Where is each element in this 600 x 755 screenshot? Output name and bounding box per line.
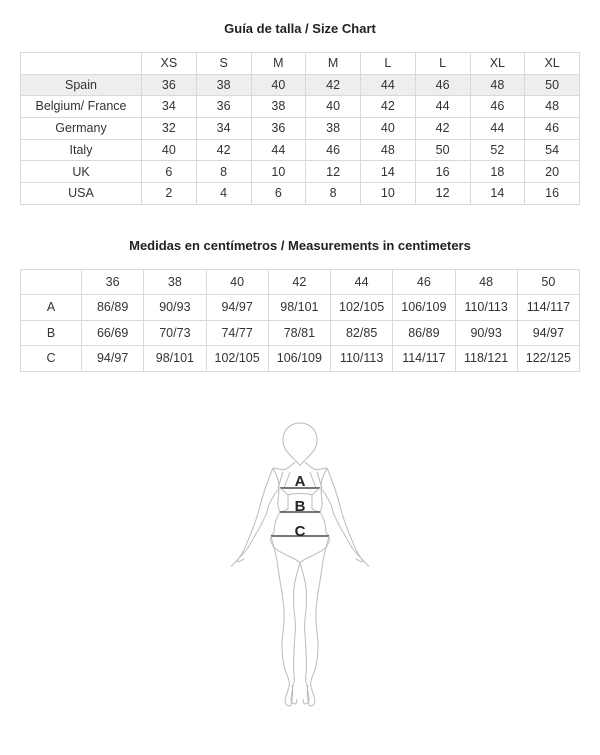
svg-text:B: B: [295, 498, 306, 515]
svg-text:C: C: [295, 523, 306, 540]
svg-text:A: A: [295, 473, 306, 490]
